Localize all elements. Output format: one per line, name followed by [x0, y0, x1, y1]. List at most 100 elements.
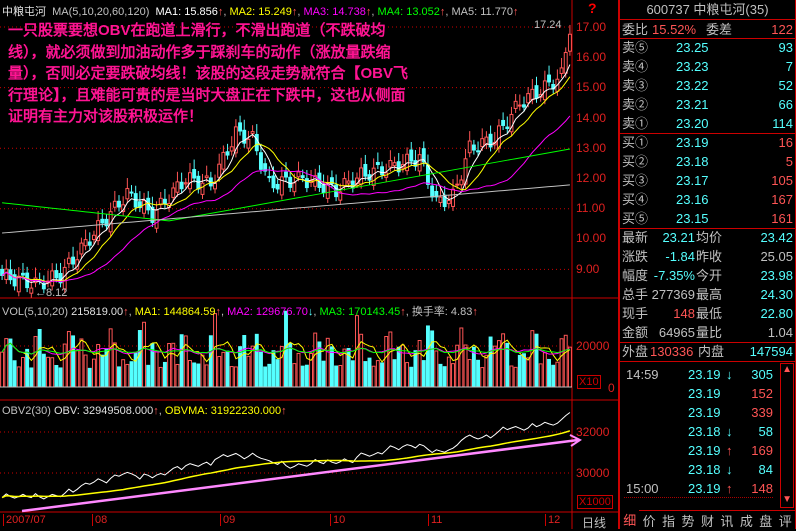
help-icon[interactable]: ?	[588, 0, 597, 16]
candle	[517, 104, 522, 107]
volume-bar	[517, 354, 522, 388]
volume-bar	[8, 338, 13, 388]
candle	[438, 196, 443, 204]
volume-bar	[380, 362, 384, 388]
volume-bar	[204, 364, 209, 388]
candle	[238, 122, 243, 132]
volume-bar	[71, 335, 76, 388]
volume-bar	[267, 363, 272, 388]
price-axis-label: 12.00	[576, 171, 607, 185]
tab-4[interactable]: 财	[697, 510, 718, 529]
obvma-line	[1, 430, 571, 499]
arrow-head-icon	[569, 434, 582, 447]
volume-bar	[233, 366, 238, 388]
volume-bar	[188, 359, 192, 388]
volume-bar	[409, 366, 414, 388]
volume-bar	[79, 338, 84, 388]
candle	[179, 181, 184, 190]
candle	[233, 126, 238, 154]
volume-bar	[551, 364, 556, 388]
obv-header: OBV2(30) OBV: 32949508.000↑, OBVMA: 3192…	[2, 405, 287, 417]
bid-row: 买③ 23.17 105	[622, 173, 793, 188]
candle	[117, 200, 121, 208]
candle	[559, 67, 564, 74]
volume-bar	[87, 367, 92, 388]
volume-bar	[367, 357, 372, 388]
kline-chart[interactable]	[0, 0, 618, 529]
stat-row: 涨跌 -1.84 昨收 25.05	[622, 249, 793, 264]
bid-row: 买② 23.18 5	[622, 154, 793, 169]
volume-bar	[242, 335, 247, 388]
tab-0[interactable]: 细	[623, 513, 637, 528]
price-axis-label: 17.00	[576, 20, 607, 34]
volume-axis-label: 20000	[576, 339, 610, 353]
volume-bar	[509, 365, 514, 388]
candle	[304, 178, 309, 189]
candle	[225, 151, 230, 156]
volume-bar	[513, 366, 518, 388]
candle	[321, 184, 326, 194]
stat-row: 金额 64965 量比 1.04	[622, 325, 793, 340]
tab-3[interactable]: 势	[678, 510, 698, 529]
volume-bar	[279, 345, 284, 388]
volume-bar	[338, 364, 343, 388]
obv-axis-label: 30000	[576, 466, 610, 480]
bid-row: 买④ 23.16 167	[622, 192, 793, 207]
candle	[467, 140, 472, 154]
volume-bar	[179, 334, 184, 388]
volume-ma-line-20	[1, 342, 570, 355]
candle	[434, 190, 439, 198]
volume-bar	[342, 348, 347, 388]
candle	[522, 104, 526, 108]
volume-bar	[321, 360, 326, 388]
volume-bar	[467, 359, 472, 388]
volume-bar	[129, 361, 134, 388]
candle	[87, 241, 92, 246]
candle	[150, 206, 155, 223]
candle	[183, 182, 188, 185]
candle	[62, 266, 67, 290]
volume-bar	[137, 330, 142, 388]
scroll-down-icon[interactable]: ▼	[782, 494, 792, 505]
candle	[567, 33, 572, 52]
tab-5[interactable]: 讯	[717, 510, 737, 529]
tab-6[interactable]: 成	[736, 510, 757, 529]
volume-bar	[421, 360, 426, 388]
volume-bar	[567, 346, 572, 388]
ma-line-10	[1, 76, 571, 283]
scroll-up-icon[interactable]: ▲	[782, 364, 792, 375]
stat-row: 最新 23.21 均价 23.42	[622, 230, 793, 245]
price-axis-label: 11.00	[576, 201, 606, 216]
tab-8[interactable]: 评	[775, 510, 795, 529]
candle	[200, 182, 205, 195]
x-axis-label: 11	[428, 514, 442, 526]
volume-bar	[50, 357, 55, 388]
volume-bar	[505, 342, 510, 388]
candle	[375, 161, 380, 166]
obv-line	[1, 412, 571, 500]
tick-scrollbar[interactable]	[780, 363, 794, 508]
candle	[175, 181, 180, 193]
price-axis-label: 10.00	[576, 231, 607, 246]
tick-row: 23.19 339	[688, 405, 773, 420]
volume-bar	[555, 361, 560, 388]
tab-7[interactable]: 盘	[756, 510, 776, 529]
volume-bar	[133, 352, 138, 388]
candle	[129, 191, 134, 194]
candle	[530, 88, 535, 101]
period-label[interactable]: 日线	[582, 516, 607, 530]
volume-bar	[21, 357, 25, 388]
candle	[79, 242, 84, 255]
candle	[204, 175, 209, 179]
candle	[137, 201, 142, 209]
tab-2[interactable]: 指	[658, 510, 679, 529]
tab-1[interactable]: 价	[639, 510, 659, 529]
volume-bar	[438, 363, 443, 388]
candle	[229, 146, 234, 152]
volume-bar	[563, 334, 568, 388]
obv-axis-label: 32000	[576, 425, 610, 439]
candle	[430, 185, 435, 198]
volume-bar	[254, 333, 259, 388]
candle	[476, 150, 481, 153]
volume-bar	[526, 357, 531, 388]
